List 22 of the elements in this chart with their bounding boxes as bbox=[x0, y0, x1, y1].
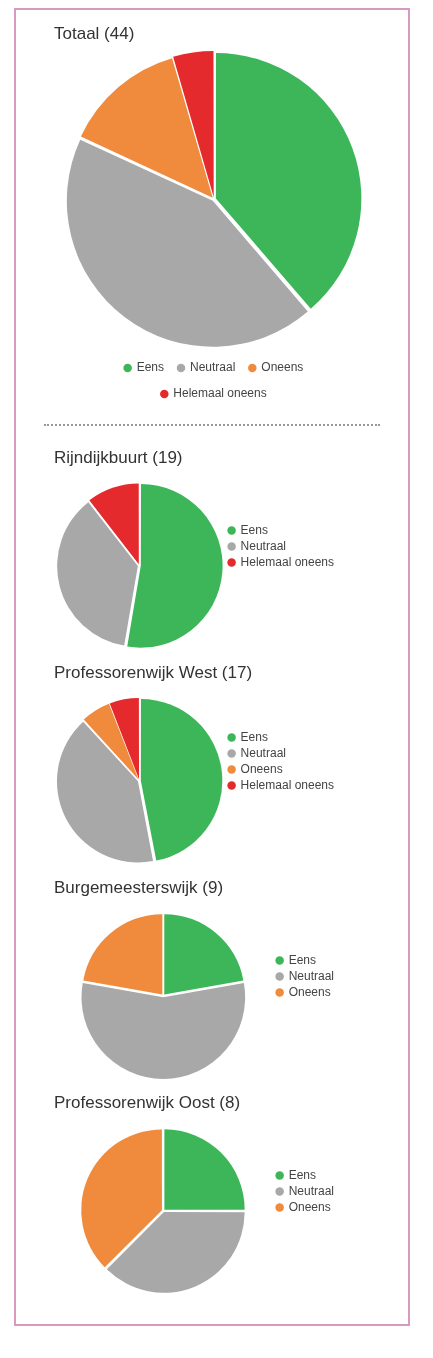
legend-label: Eens bbox=[288, 1167, 316, 1182]
chart-title: Professorenwijk West (17) bbox=[54, 662, 253, 682]
legend-label: Eens bbox=[136, 360, 164, 375]
legend-label: Oneens bbox=[240, 761, 283, 776]
legend-label: Oneens bbox=[288, 984, 331, 999]
legend-label: Eens bbox=[240, 522, 268, 537]
legend-label: Helemaal oneens bbox=[240, 554, 335, 569]
legend-label: Neutraal bbox=[240, 745, 286, 760]
legend-label: Neutraal bbox=[240, 538, 286, 553]
chart-title: Professorenwijk Oost (8) bbox=[54, 1092, 241, 1112]
legend-label: Eens bbox=[288, 952, 316, 967]
chart-title: Rijndijkbuurt (19) bbox=[54, 447, 183, 467]
legend-label: Neutraal bbox=[189, 360, 236, 375]
legend-label: Oneens bbox=[288, 1199, 331, 1214]
chart-title: Burgemeesterswijk (9) bbox=[54, 877, 224, 897]
legend-label: Helemaal oneens bbox=[240, 777, 335, 792]
legend-label: Oneens bbox=[261, 360, 304, 375]
legend-label: Neutraal bbox=[288, 968, 334, 983]
chart-title: Totaal (44) bbox=[54, 23, 135, 43]
legend-label: Eens bbox=[240, 729, 268, 744]
legend-label: Neutraal bbox=[288, 1183, 334, 1198]
legend-label: Helemaal oneens bbox=[173, 386, 267, 401]
